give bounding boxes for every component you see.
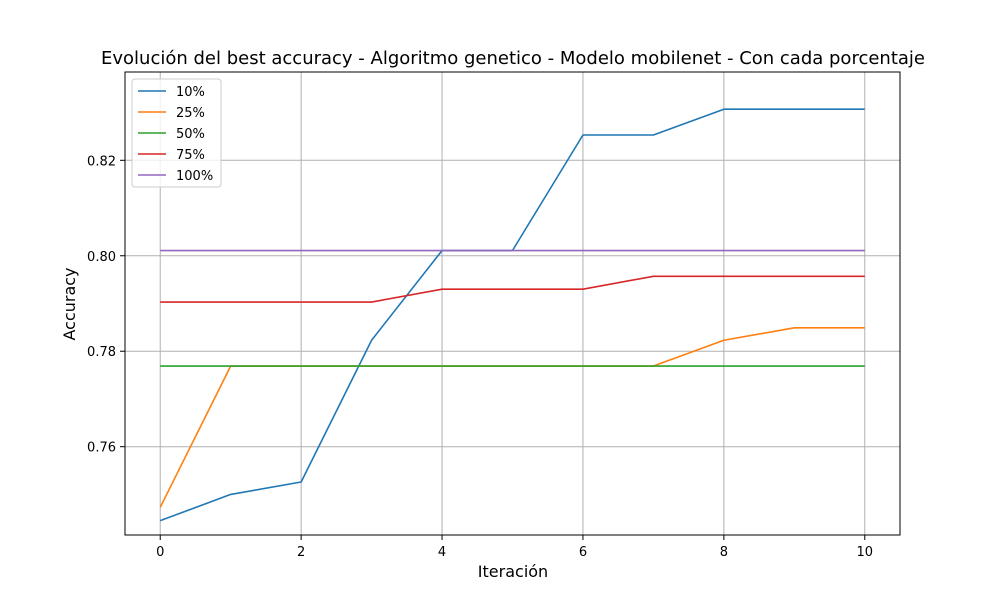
y-tick-label: 0.80 [87, 250, 116, 265]
legend-box [131, 78, 222, 188]
x-tick-label: 10 [856, 545, 873, 560]
legend-label: 25% [176, 106, 205, 121]
y-axis-label: Accuracy [60, 267, 79, 340]
series-line-75-pct [160, 275, 865, 303]
y-tick-label: 0.82 [87, 154, 116, 169]
y-tick-label: 0.76 [87, 441, 116, 456]
x-tick-label: 0 [156, 545, 164, 560]
x-tick-label: 2 [297, 545, 305, 560]
x-tick-label: 6 [579, 545, 587, 560]
y-tick-label: 0.78 [87, 345, 116, 360]
series-line-25-pct [159, 327, 865, 508]
x-axis-ticks: 0 2 4 6 8 10 [156, 535, 873, 560]
x-axis-label: Iteración [478, 562, 548, 581]
chart-title: Evolución del best accuracy - Algoritmo … [101, 48, 925, 69]
grid-lines [125, 72, 900, 535]
series-line-10-pct [159, 108, 865, 522]
legend-label: 50% [176, 127, 205, 142]
legend-label: 100% [176, 169, 213, 184]
legend-label: 10% [176, 85, 205, 100]
legend-label: 75% [176, 148, 205, 163]
plot-area-frame [124, 71, 901, 536]
y-axis-ticks: 0.76 0.78 0.80 0.82 [87, 154, 125, 456]
series-lines [159, 108, 865, 522]
legend: 10% 25% 50% 75% 100% [131, 78, 222, 188]
x-tick-label: 4 [438, 545, 446, 560]
x-tick-label: 8 [720, 545, 728, 560]
